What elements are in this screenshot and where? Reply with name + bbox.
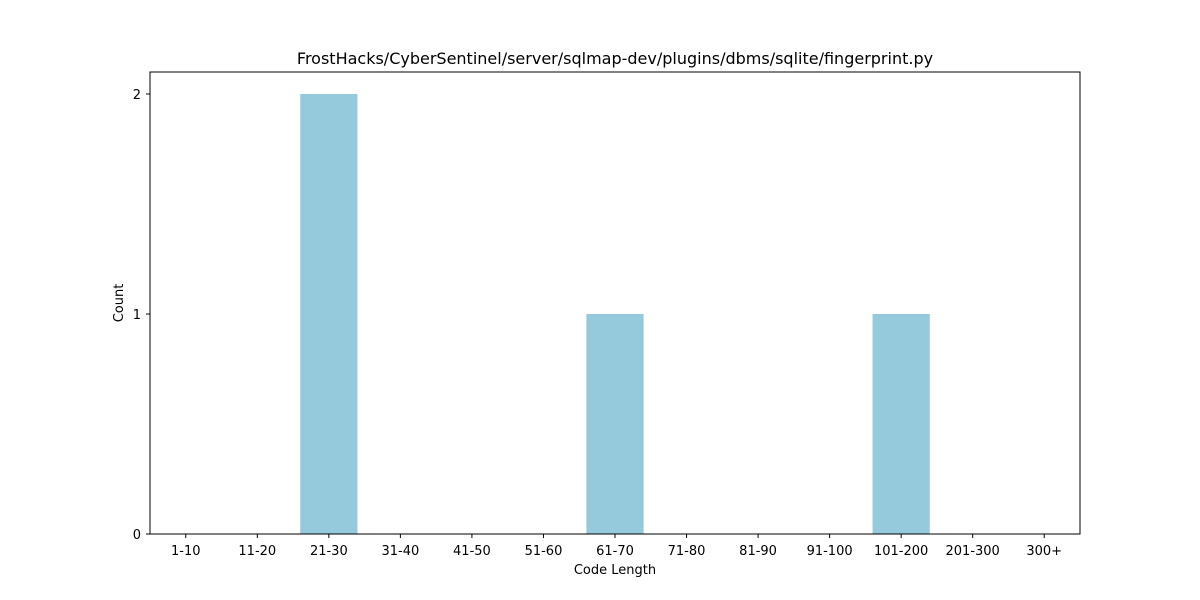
- y-axis-ticks: 0 1 2: [133, 88, 150, 543]
- x-axis-ticks: 1-10 11-20 21-30 31-40 41-50 51-60 61-70 71-80 8…: [171, 534, 1062, 559]
- chart-title: FrostHacks/CyberSentinel/server/sqlmap-d…: [297, 49, 933, 68]
- x-tick-label: 61-70: [596, 544, 634, 559]
- bars: [300, 94, 930, 534]
- x-tick-label: 1-10: [171, 544, 201, 559]
- x-axis-label: Code Length: [574, 563, 656, 578]
- bar-61-70: [586, 314, 644, 534]
- x-tick-label: 81-90: [739, 544, 777, 559]
- y-axis-label: Count: [112, 284, 127, 323]
- x-tick-label: 71-80: [668, 544, 706, 559]
- x-tick-label: 91-100: [807, 544, 853, 559]
- x-tick-label: 31-40: [381, 544, 419, 559]
- x-tick-label: 51-60: [525, 544, 563, 559]
- x-tick-label: 201-300: [946, 544, 1000, 559]
- x-tick-label: 101-200: [874, 544, 928, 559]
- x-tick-label: 41-50: [453, 544, 491, 559]
- x-tick-label: 21-30: [310, 544, 348, 559]
- x-tick-label: 11-20: [238, 544, 276, 559]
- y-tick-label: 2: [133, 88, 141, 103]
- y-tick-label: 1: [133, 308, 141, 323]
- y-tick-label: 0: [133, 528, 141, 543]
- plot-frame: [149, 71, 1081, 535]
- bar-21-30: [300, 94, 358, 534]
- bar-101-200: [872, 314, 930, 534]
- x-tick-label: 300+: [1026, 544, 1062, 559]
